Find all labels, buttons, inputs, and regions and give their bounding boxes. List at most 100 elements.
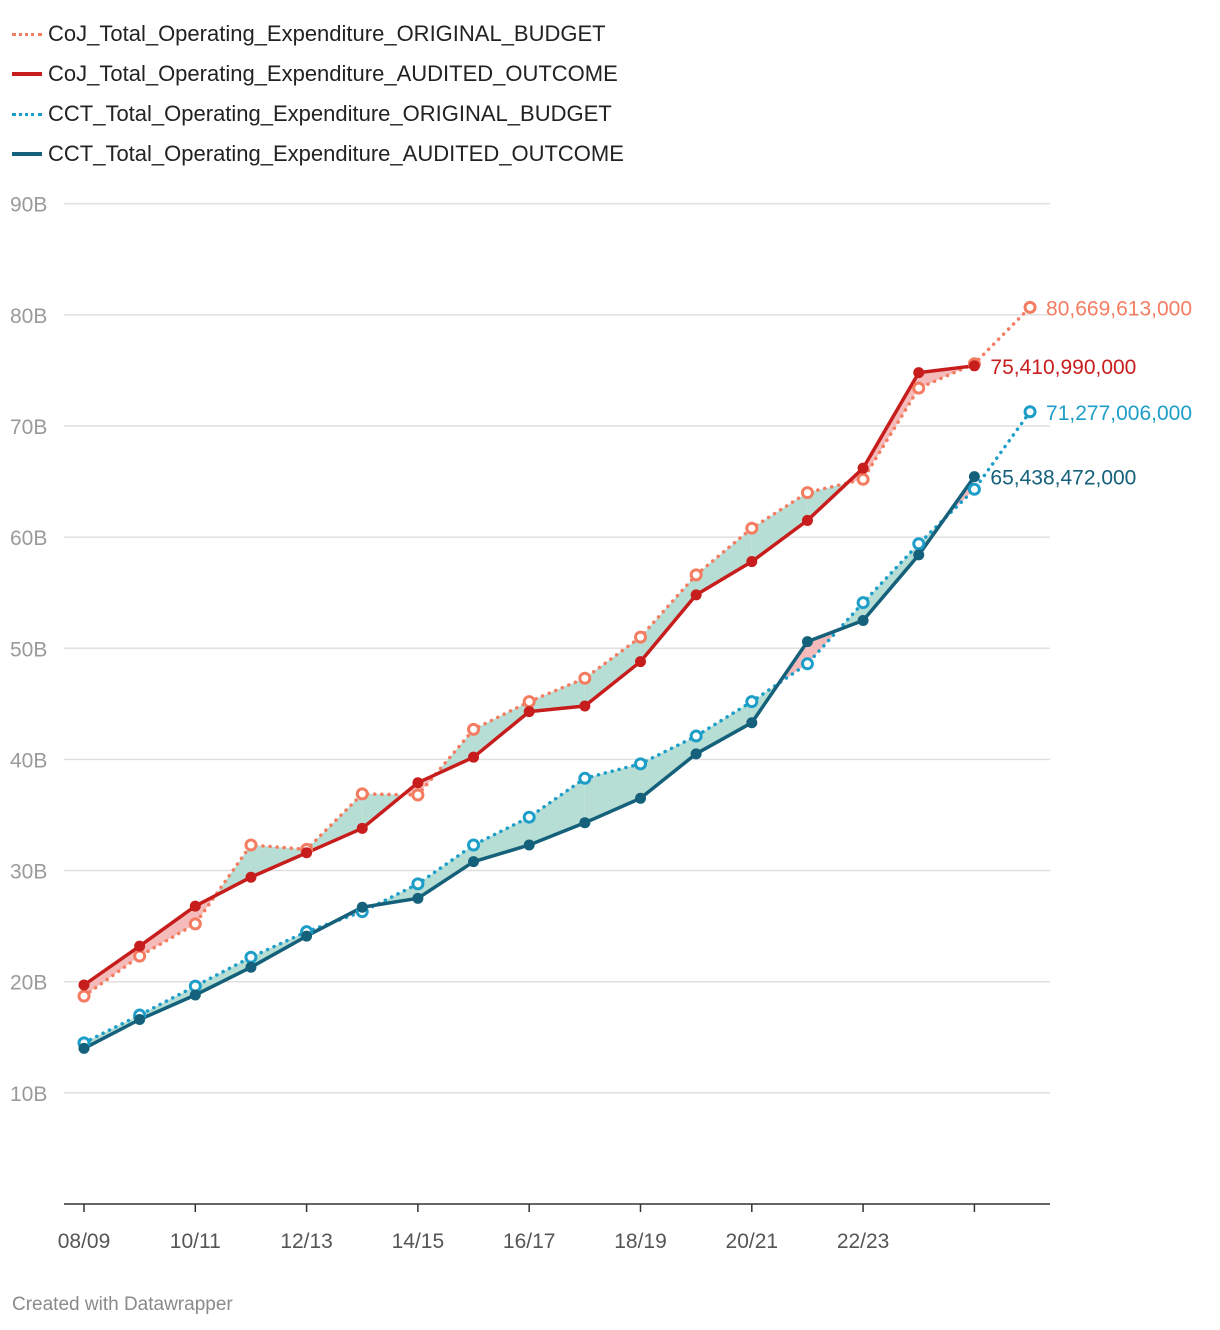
data-point bbox=[78, 979, 90, 991]
data-point bbox=[1023, 405, 1037, 419]
data-point bbox=[356, 901, 368, 913]
y-tick-label: 10B bbox=[10, 1083, 47, 1106]
data-point bbox=[800, 486, 814, 500]
y-tick-label: 70B bbox=[10, 416, 47, 439]
y-tick-label: 20B bbox=[10, 972, 47, 995]
data-point bbox=[188, 917, 202, 931]
series-line-0 bbox=[82, 305, 1032, 998]
difference-area bbox=[863, 543, 919, 621]
data-point bbox=[912, 381, 926, 395]
data-point bbox=[244, 950, 258, 964]
difference-area bbox=[640, 574, 697, 662]
data-point bbox=[635, 656, 646, 668]
y-tick-label: 80B bbox=[10, 305, 47, 328]
end-labels: 80,669,613,000 75,410,990,000 71,277,006,0… bbox=[990, 297, 1192, 489]
legend-label: CoJ_Total_Operating_Expenditure_AUDITED_… bbox=[48, 61, 618, 86]
difference-area bbox=[473, 701, 530, 758]
data-point bbox=[468, 751, 480, 763]
data-point bbox=[801, 514, 813, 526]
data-point bbox=[355, 787, 369, 801]
data-point bbox=[467, 838, 481, 852]
legend-label: CCT_Total_Operating_Expenditure_AUDITED_… bbox=[48, 141, 624, 166]
data-point bbox=[356, 822, 368, 834]
legend: CoJ_Total_Operating_Expenditure_ORIGINAL… bbox=[12, 14, 624, 174]
end-label: 75,410,990,000 bbox=[990, 356, 1136, 379]
data-point bbox=[689, 729, 703, 743]
data-point bbox=[634, 757, 647, 771]
legend-label: CoJ_Total_Operating_Expenditure_ORIGINAL… bbox=[48, 21, 606, 46]
difference-area bbox=[417, 845, 474, 899]
data-point bbox=[801, 636, 813, 648]
data-point bbox=[411, 877, 425, 891]
data-point bbox=[468, 856, 480, 868]
data-point bbox=[746, 717, 758, 729]
data-point bbox=[77, 989, 91, 1003]
data-point bbox=[411, 788, 425, 802]
y-tick-label: 50B bbox=[10, 638, 47, 661]
x-tick-label: 18/19 bbox=[614, 1230, 667, 1253]
x-tick-label: 16/17 bbox=[503, 1230, 556, 1253]
series-lines bbox=[82, 305, 1032, 1051]
data-point bbox=[133, 949, 147, 963]
series-line-3 bbox=[82, 474, 977, 1051]
difference-area bbox=[751, 492, 808, 562]
data-point bbox=[467, 722, 481, 736]
data-point bbox=[78, 1042, 90, 1054]
y-tick-label: 90B bbox=[10, 194, 47, 217]
data-point bbox=[134, 1013, 146, 1025]
legend-label: CCT_Total_Operating_Expenditure_ORIGINAL… bbox=[48, 101, 612, 126]
x-tick-label: 20/21 bbox=[726, 1230, 779, 1253]
difference-area bbox=[584, 637, 641, 706]
x-tick-label: 22/23 bbox=[837, 1230, 890, 1253]
difference-area bbox=[139, 906, 196, 957]
x-tick-label: 10/11 bbox=[170, 1230, 221, 1253]
difference-area bbox=[195, 957, 251, 995]
data-point bbox=[913, 367, 925, 379]
legend-swatch-cct-outcome bbox=[12, 152, 42, 156]
data-point bbox=[635, 792, 646, 804]
data-point bbox=[578, 671, 592, 685]
difference-area bbox=[696, 528, 752, 595]
data-point bbox=[579, 817, 591, 829]
difference-area bbox=[139, 986, 196, 1020]
data-point bbox=[857, 462, 869, 474]
difference-area bbox=[306, 793, 363, 853]
data-point bbox=[1023, 300, 1037, 314]
data-point bbox=[523, 839, 535, 851]
end-label: 65,438,472,000 bbox=[990, 467, 1136, 490]
axes: 10B 20B 30B 40B 50B 60B 70B 80B 90B 08/09 10/11 12/… bbox=[10, 194, 1050, 1253]
data-point bbox=[746, 556, 758, 568]
difference-area bbox=[584, 763, 641, 823]
data-point bbox=[523, 706, 535, 718]
difference-area bbox=[838, 602, 864, 630]
legend-item-coj-outcome: CoJ_Total_Operating_Expenditure_AUDITED_… bbox=[12, 54, 624, 94]
difference-area bbox=[250, 845, 307, 878]
data-point bbox=[189, 900, 201, 912]
data-point bbox=[579, 700, 591, 712]
data-point bbox=[800, 657, 814, 671]
data-point bbox=[634, 630, 647, 644]
difference-area bbox=[84, 946, 140, 997]
data-point bbox=[578, 771, 592, 785]
data-point bbox=[856, 596, 870, 610]
difference-area bbox=[640, 736, 697, 799]
data-point bbox=[412, 777, 424, 789]
data-point bbox=[690, 589, 702, 601]
data-point bbox=[968, 360, 980, 372]
data-point bbox=[134, 940, 146, 952]
data-point bbox=[689, 568, 703, 582]
data-point bbox=[301, 930, 313, 942]
x-tick-label: 08/09 bbox=[58, 1230, 111, 1253]
data-point bbox=[968, 471, 980, 483]
legend-swatch-coj-budget bbox=[12, 32, 42, 36]
data-point bbox=[857, 614, 869, 626]
difference-area bbox=[473, 817, 530, 862]
data-point bbox=[745, 521, 759, 535]
data-point bbox=[245, 871, 257, 883]
data-point bbox=[522, 695, 536, 709]
legend-swatch-cct-budget bbox=[12, 112, 42, 116]
y-tick-label: 30B bbox=[10, 861, 47, 884]
data-point bbox=[245, 961, 257, 973]
x-tick-label: 12/13 bbox=[280, 1230, 333, 1253]
footer-credit: Created with Datawrapper bbox=[12, 1294, 233, 1315]
